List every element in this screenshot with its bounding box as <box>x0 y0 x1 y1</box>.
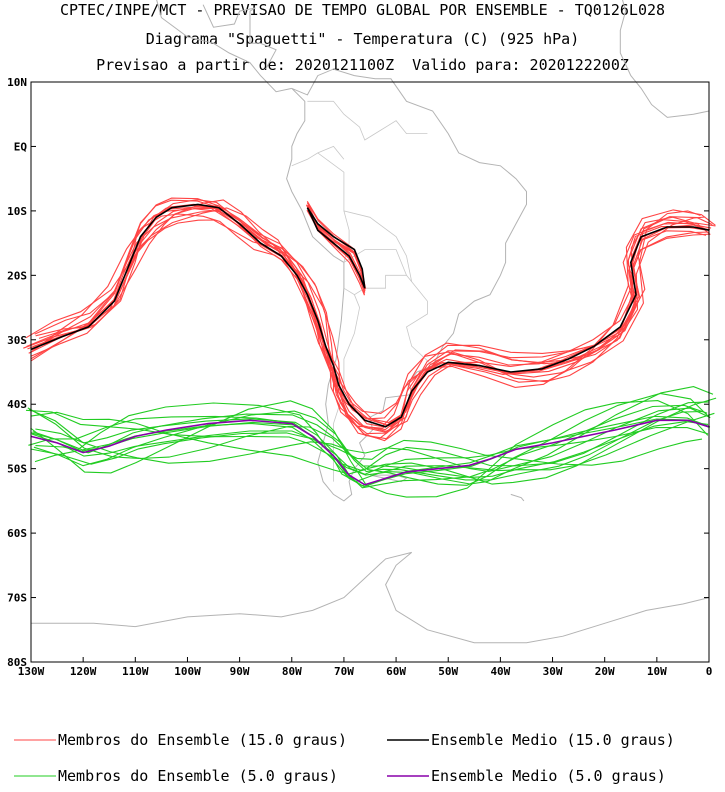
ensemble-member-line <box>35 404 708 489</box>
x-tick-label: 60W <box>386 665 406 678</box>
x-tick-label: 130W <box>18 665 45 678</box>
x-tick-label: 30W <box>543 665 563 678</box>
central-america-pacific-coastline <box>156 0 292 93</box>
ensemble-mean-layer <box>30 203 710 486</box>
ensemble-member-line <box>25 210 701 429</box>
y-tick-label: 50S <box>7 463 27 476</box>
y-tick-label: 40S <box>7 398 27 411</box>
legend-label: Ensemble Medio (5.0 graus) <box>431 767 666 785</box>
x-tick-label: 120W <box>70 665 97 678</box>
ensemble-members-5-layer <box>25 386 717 498</box>
antarctica-coastline <box>31 551 710 644</box>
ensemble-members-15-layer <box>23 197 716 442</box>
x-tick-label: 110W <box>122 665 149 678</box>
ensemble-member-line <box>27 392 710 486</box>
ensemble-mean-line <box>30 419 710 486</box>
chart-title-line-2: Diagrama "Spaguetti" - Temperatura (C) (… <box>145 30 580 48</box>
legend-label: Ensemble Medio (15.0 graus) <box>431 731 675 749</box>
plot-frame <box>30 81 710 663</box>
country-border <box>343 249 433 366</box>
south-america-coastline <box>286 68 527 502</box>
plot-area <box>31 82 709 662</box>
x-tick-label: 100W <box>174 665 201 678</box>
x-tick-label: 20W <box>595 665 615 678</box>
legend-label: Membros do Ensemble (5.0 graus) <box>58 767 338 785</box>
x-tick-label: 50W <box>438 665 458 678</box>
chart-title-line-1: CPTEC/INPE/MCT - PREVISAO DE TEMPO GLOBA… <box>59 1 666 19</box>
falkland-islands-coastline <box>369 474 408 483</box>
axes: 130W 120W 110W 100W 90W 80W 70W 60W 50W 40W 30W 20W… <box>7 76 712 678</box>
ensemble-mean-line <box>30 203 710 428</box>
y-tick-label: 10N <box>7 76 27 89</box>
ensemble-member-line <box>30 432 703 466</box>
country-border <box>354 274 407 296</box>
y-tick-label: 10S <box>7 205 27 218</box>
legend: Membros do Ensemble (15.0 graus) Ensemble… <box>14 731 675 785</box>
map-background <box>31 0 710 644</box>
y-tick-label: 70S <box>7 592 27 605</box>
x-tick-label: 90W <box>230 665 250 678</box>
y-tick-label: 60S <box>7 527 27 540</box>
country-border <box>317 152 413 282</box>
x-tick-label: 70W <box>334 665 354 678</box>
ensemble-mean-line <box>306 207 366 289</box>
country-border <box>307 100 428 141</box>
country-border <box>291 145 345 167</box>
y-tick-label: EQ <box>14 140 28 153</box>
ensemble-member-line <box>35 410 704 481</box>
y-tick-label: 80S <box>7 656 27 669</box>
ensemble-member-line <box>34 402 715 483</box>
ensemble-member-line <box>28 407 711 473</box>
south-georgia-coastline <box>510 493 525 502</box>
ensemble-member-line <box>306 201 366 292</box>
x-tick-label: 40W <box>490 665 510 678</box>
ensemble-member-line <box>32 415 711 487</box>
x-tick-label: 0 <box>706 665 713 678</box>
ensemble-member-line <box>25 386 714 485</box>
ensemble-member-line <box>30 199 710 440</box>
y-tick-label: 30S <box>7 334 27 347</box>
central-america-coastline <box>202 4 277 70</box>
country-border <box>343 210 350 263</box>
ensemble-member-line <box>28 397 717 485</box>
legend-label: Membros do Ensemble (15.0 graus) <box>58 731 347 749</box>
ensemble-member-line <box>30 205 709 442</box>
y-tick-label: 20S <box>7 269 27 282</box>
ensemble-member-line <box>30 197 710 433</box>
ensemble-member-line <box>306 202 366 290</box>
x-tick-label: 10W <box>647 665 667 678</box>
ensemble-member-line <box>30 400 709 498</box>
ensemble-member-line <box>307 202 365 296</box>
chart-title-line-3: Previsao a partir de: 2020121100Z Valido… <box>96 56 629 74</box>
x-tick-label: 80W <box>282 665 302 678</box>
